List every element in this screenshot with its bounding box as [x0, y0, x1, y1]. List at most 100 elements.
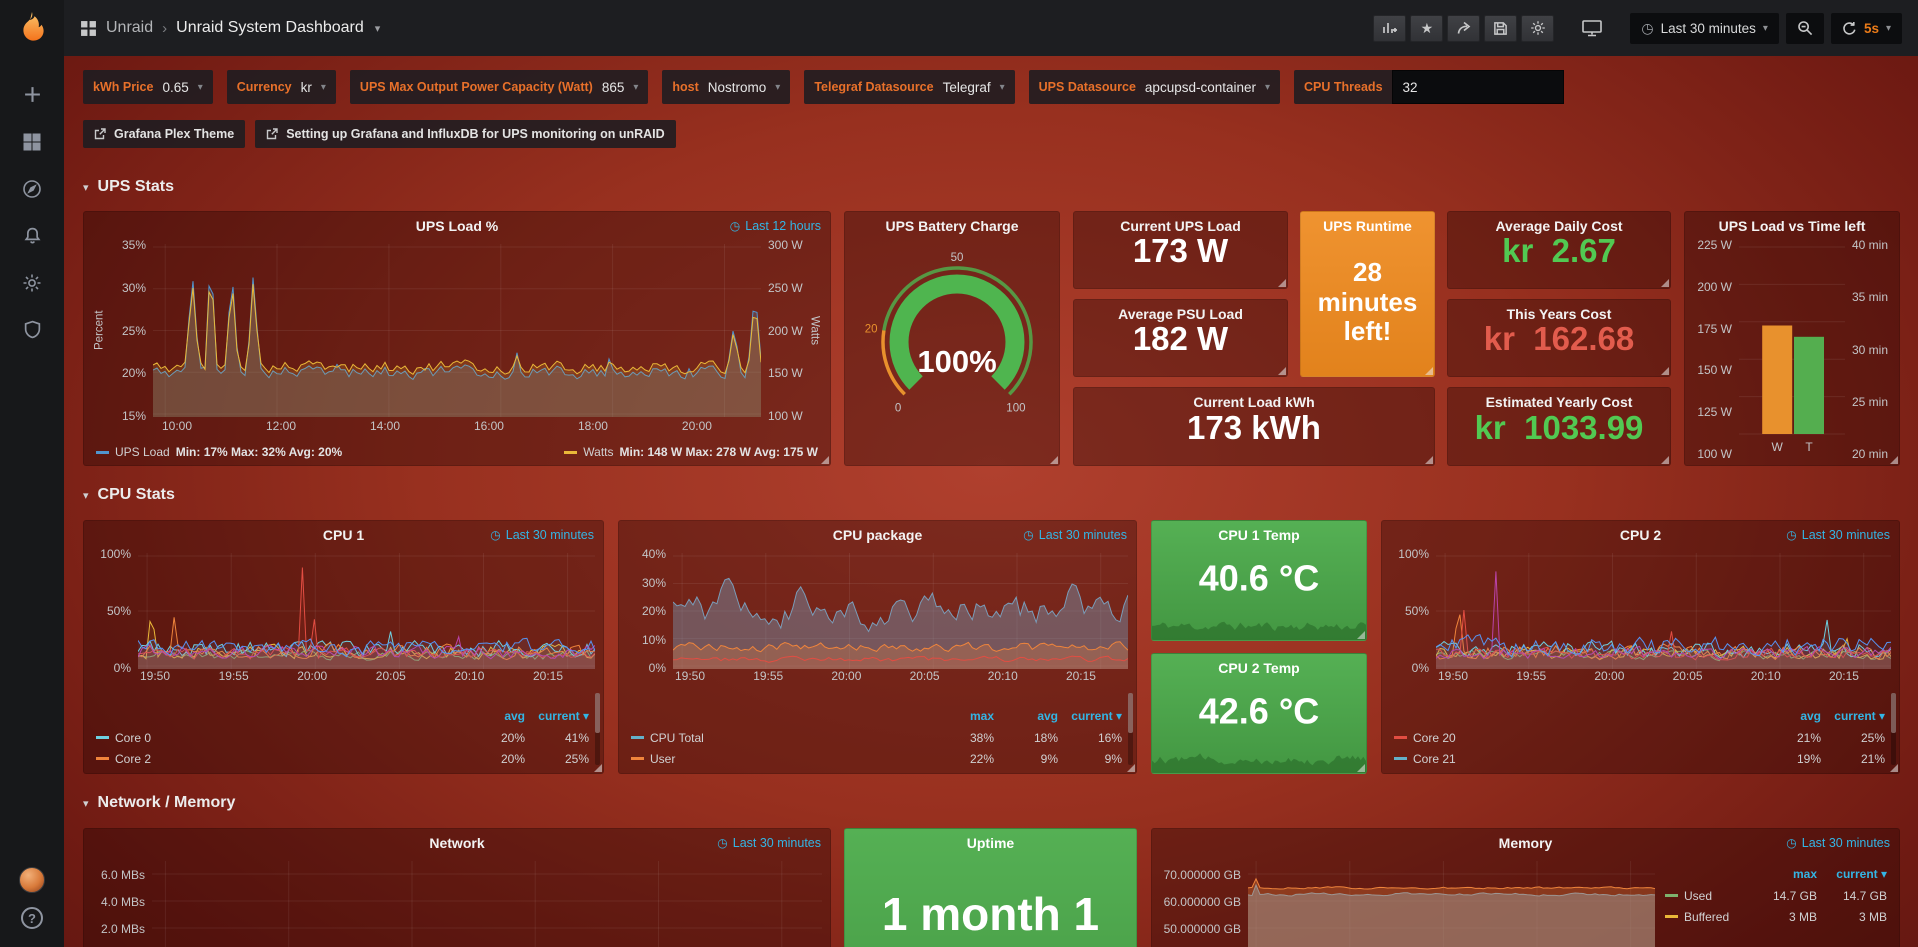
- add-panel-button[interactable]: [1373, 14, 1407, 42]
- panel-title[interactable]: UPS Runtime: [1323, 218, 1412, 234]
- variable-value[interactable]: Nostromo: [707, 79, 767, 95]
- panel-title[interactable]: Average Daily Cost: [1495, 218, 1623, 234]
- legend-row[interactable]: Buffered 3 MB 3 MB: [1665, 906, 1887, 927]
- variable-value[interactable]: kr: [300, 79, 312, 95]
- axis-tick: 250 W: [768, 280, 803, 295]
- x-tick: 18:00: [577, 419, 608, 433]
- chevron-down-icon[interactable]: ▾: [374, 22, 381, 35]
- legend-row[interactable]: CPU Total 38% 18% 16%: [631, 727, 1122, 748]
- panel-time-override[interactable]: ◷ Last 30 minutes: [1786, 528, 1890, 542]
- legend-row[interactable]: Used 14.7 GB 14.7 GB: [1665, 885, 1887, 906]
- panel-title[interactable]: UPS Load vs Time left: [1718, 218, 1866, 234]
- panel-title[interactable]: CPU 2 Temp: [1218, 660, 1300, 676]
- time-series-plot[interactable]: [1248, 861, 1655, 947]
- dashboard-link[interactable]: Grafana Plex Theme: [83, 120, 246, 148]
- share-button[interactable]: [1447, 14, 1481, 42]
- variable-host[interactable]: host Nostromo ▾: [662, 70, 791, 104]
- panel-title[interactable]: UPS Battery Charge: [885, 218, 1019, 234]
- legend-row[interactable]: Core 21 19% 21%: [1394, 748, 1885, 769]
- sidebar-item-alerting[interactable]: [0, 212, 64, 259]
- legend-header-avg[interactable]: avg: [504, 709, 525, 723]
- sidebar-item-explore[interactable]: [0, 165, 64, 212]
- apps-grid-icon[interactable]: [80, 20, 97, 37]
- legend-row[interactable]: Core 20 21% 25%: [1394, 727, 1885, 748]
- panel-title[interactable]: Uptime: [966, 835, 1015, 851]
- help-icon[interactable]: ?: [21, 907, 43, 929]
- variable-currency[interactable]: Currency kr ▾: [226, 70, 336, 104]
- sidebar-item-create[interactable]: [0, 71, 64, 118]
- panel-title[interactable]: CPU 1: [322, 527, 365, 543]
- legend-item[interactable]: UPS Load Min: 17% Max: 32% Avg: 20%: [96, 445, 342, 459]
- row-header-network-memory[interactable]: ▾ Network / Memory: [83, 794, 235, 812]
- time-series-plot[interactable]: [138, 553, 595, 669]
- cycle-view-button[interactable]: [1575, 13, 1609, 43]
- grafana-logo[interactable]: [14, 10, 50, 51]
- star-button[interactable]: ★: [1410, 14, 1444, 42]
- panel-title[interactable]: Average PSU Load: [1118, 306, 1243, 322]
- variable-cpu-threads[interactable]: CPU Threads: [1294, 70, 1564, 104]
- panel-title[interactable]: Memory: [1498, 835, 1553, 851]
- variable-ups-datasource[interactable]: UPS Datasource apcupsd-container ▾: [1028, 70, 1281, 104]
- sidebar-item-configuration[interactable]: [0, 259, 64, 306]
- variable-value[interactable]: 865: [601, 79, 625, 95]
- dashboard-link[interactable]: Setting up Grafana and InfluxDB for UPS …: [255, 120, 676, 148]
- panel-title[interactable]: CPU 2: [1619, 527, 1662, 543]
- legend-header-current[interactable]: current ▾: [1834, 709, 1885, 723]
- legend-scrollbar[interactable]: [595, 693, 600, 765]
- sidebar-item-server-admin[interactable]: [0, 306, 64, 353]
- refresh-picker[interactable]: 5s ▾: [1830, 12, 1902, 44]
- panel-title[interactable]: This Years Cost: [1506, 306, 1612, 322]
- row-header-cpu-stats[interactable]: ▾ CPU Stats: [83, 486, 175, 504]
- panel-time-override[interactable]: ◷ Last 30 minutes: [717, 836, 821, 850]
- legend-header-max[interactable]: max: [1792, 867, 1817, 881]
- x-tick: 20:00: [297, 669, 328, 683]
- user-avatar[interactable]: [19, 867, 45, 893]
- dashboard-canvas: kWh Price 0.65 ▾ Currency kr ▾ UPS Max Output …: [64, 56, 1918, 947]
- breadcrumb-title[interactable]: Unraid System Dashboard: [176, 19, 364, 36]
- panel-title[interactable]: Current Load kWh: [1193, 394, 1315, 410]
- legend-row[interactable]: Core 0 20% 41%: [96, 727, 589, 748]
- variable-value[interactable]: apcupsd-container: [1144, 79, 1256, 95]
- zoom-out-button[interactable]: [1785, 12, 1824, 44]
- panel-title[interactable]: Estimated Yearly Cost: [1485, 394, 1633, 410]
- variable-input[interactable]: [1391, 70, 1564, 104]
- panel-time-override[interactable]: ◷ Last 30 minutes: [1786, 836, 1890, 850]
- panel-title[interactable]: Current UPS Load: [1120, 218, 1241, 234]
- gauge[interactable]: 0 50 100 20 100%: [845, 246, 1059, 422]
- time-series-plot[interactable]: [1436, 553, 1891, 669]
- legend-header-current[interactable]: current ▾: [538, 709, 589, 723]
- legend-header-avg[interactable]: avg: [1800, 709, 1821, 723]
- save-button[interactable]: [1484, 14, 1518, 42]
- legend-item[interactable]: Watts Min: 148 W Max: 278 W Avg: 175 W: [564, 445, 818, 459]
- time-range-picker[interactable]: ◷ Last 30 minutes ▾: [1630, 12, 1779, 44]
- time-series-plot[interactable]: [673, 553, 1128, 669]
- stat-value: kr 1033.99: [1474, 408, 1644, 446]
- variable-value[interactable]: Telegraf: [942, 79, 991, 95]
- panel-title[interactable]: CPU package: [832, 527, 923, 543]
- panel-time-override[interactable]: ◷ Last 12 hours: [729, 219, 821, 233]
- panel-title[interactable]: CPU 1 Temp: [1218, 527, 1300, 543]
- time-series-plot[interactable]: [152, 861, 822, 947]
- variable-ups-max-output-power-capacity-watt-[interactable]: UPS Max Output Power Capacity (Watt) 865 ▾: [349, 70, 649, 104]
- row-header-ups-stats[interactable]: ▾ UPS Stats: [83, 178, 174, 196]
- panel-title[interactable]: Network: [429, 835, 485, 851]
- legend-row[interactable]: User 22% 9% 9%: [631, 748, 1122, 769]
- legend-row[interactable]: Core 2 20% 25%: [96, 748, 589, 769]
- time-series-plot[interactable]: [153, 244, 761, 417]
- legend-scrollbar[interactable]: [1891, 693, 1896, 765]
- breadcrumb-app[interactable]: Unraid: [106, 19, 154, 36]
- panel-time-override[interactable]: ◷ Last 30 minutes: [1023, 528, 1127, 542]
- panel-title[interactable]: UPS Load %: [415, 218, 499, 234]
- variable-value[interactable]: 0.65: [162, 79, 189, 95]
- variable-telegraf-datasource[interactable]: Telegraf Datasource Telegraf ▾: [804, 70, 1015, 104]
- legend-header-max[interactable]: max: [969, 709, 994, 723]
- legend-header-current[interactable]: current ▾: [1071, 709, 1122, 723]
- sidebar-item-dashboards[interactable]: [0, 118, 64, 165]
- variable-kwh-price[interactable]: kWh Price 0.65 ▾: [83, 70, 213, 104]
- dashboard-settings-button[interactable]: [1521, 14, 1555, 42]
- legend-header-avg[interactable]: avg: [1037, 709, 1058, 723]
- panel-time-override[interactable]: ◷ Last 30 minutes: [490, 528, 594, 542]
- legend-scrollbar[interactable]: [1128, 693, 1133, 765]
- legend-header-current[interactable]: current ▾: [1836, 867, 1887, 881]
